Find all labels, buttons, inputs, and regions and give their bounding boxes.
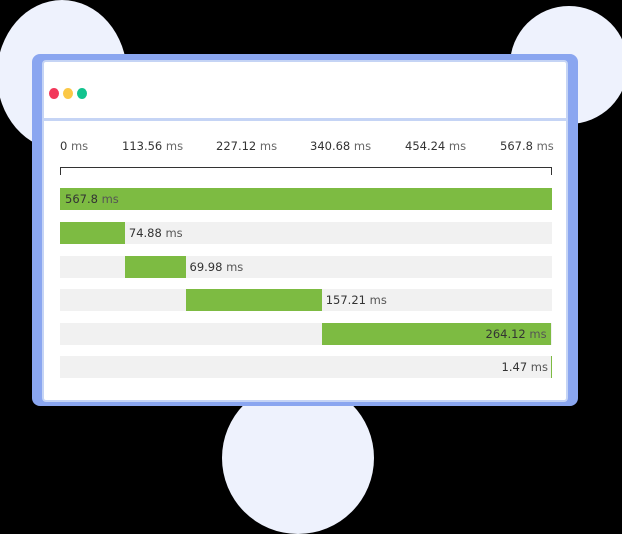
duration-label: 264.12 ms	[485, 327, 547, 341]
axis-tick-label: 340.68 ms	[310, 139, 372, 153]
timeline-row[interactable]: 74.88 ms	[60, 222, 552, 244]
timeline-row[interactable]: 567.8 ms	[60, 188, 552, 210]
title-bar	[44, 62, 566, 121]
axis-line	[60, 167, 552, 175]
duration-label: 567.8 ms	[65, 192, 119, 206]
timeline-row[interactable]: 157.21 ms	[60, 289, 552, 311]
close-dot-icon[interactable]	[49, 88, 59, 99]
timeline-row[interactable]: 69.98 ms	[60, 256, 552, 278]
duration-label: 69.98 ms	[189, 260, 244, 274]
axis-tick-label: 227.12 ms	[216, 139, 278, 153]
axis-tick-label: 113.56 ms	[122, 139, 184, 153]
duration-label: 74.88 ms	[128, 226, 183, 240]
duration-label: 1.47 ms	[501, 360, 548, 374]
duration-bar	[550, 356, 552, 378]
timeline-chart: 0 ms 113.56 ms 227.12 ms 340.68 ms 454.24 ms…	[44, 121, 566, 400]
browser-window: 0 ms 113.56 ms 227.12 ms 340.68 ms 454.24 ms…	[42, 60, 568, 402]
axis-tick-label: 454.24 ms	[405, 139, 467, 153]
axis-tick-label: 567.8 ms	[500, 139, 554, 153]
duration-label: 157.21 ms	[325, 293, 387, 307]
timeline-row[interactable]: 1.47 ms	[60, 356, 552, 378]
axis-tick-label: 0 ms	[60, 139, 89, 153]
duration-bar	[185, 289, 322, 311]
duration-bar	[60, 222, 125, 244]
duration-bar	[60, 188, 552, 210]
minimize-dot-icon[interactable]	[63, 88, 73, 99]
duration-bar	[321, 323, 551, 345]
maximize-dot-icon[interactable]	[77, 88, 87, 99]
timeline-row[interactable]: 264.12 ms	[60, 323, 552, 345]
duration-bar	[124, 256, 186, 278]
